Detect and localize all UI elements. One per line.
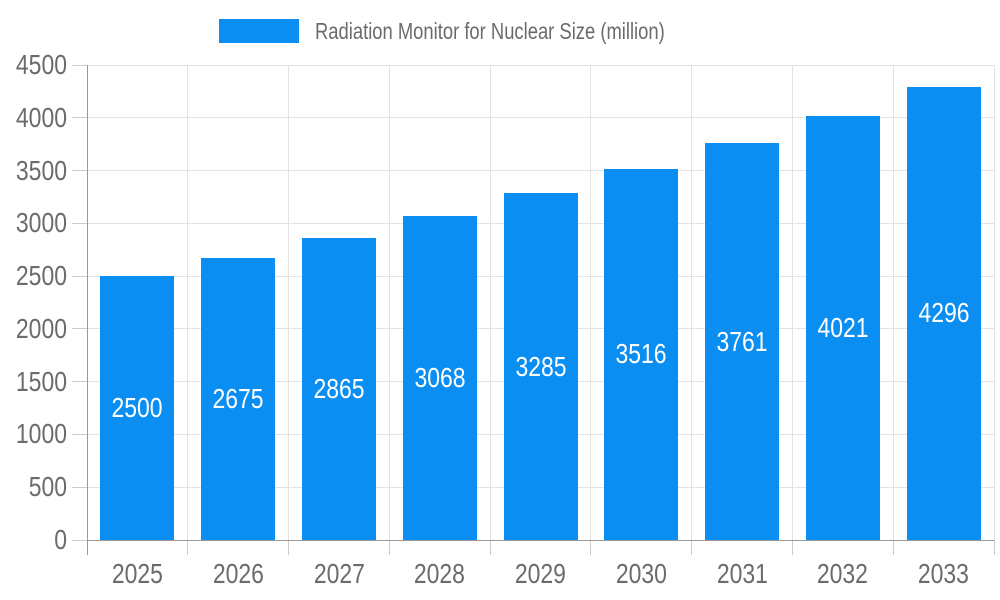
y-axis-label: 1500 [15,365,67,397]
x-axis-tick [489,540,491,555]
y-axis-tick [72,275,87,277]
y-axis-line [86,65,88,555]
bar-value-label: 3285 [514,350,567,382]
x-axis-label: 2029 [514,558,567,589]
chart-legend: Radiation Monitor for Nuclear Size (mill… [219,19,752,43]
x-axis-label: 2033 [918,558,970,589]
x-axis-tick [993,540,995,555]
gridline-vertical [489,65,491,540]
x-axis-baseline [87,539,994,541]
x-axis-tick [187,540,189,555]
y-axis-label: 0 [54,524,67,555]
x-axis-tick [791,540,793,555]
y-axis-label: 1000 [15,418,67,450]
y-axis-label: 3000 [15,207,67,239]
y-axis-label: 4500 [15,49,67,80]
gridline-vertical [288,65,290,540]
y-axis-label: 2000 [15,312,67,344]
gridline-vertical [892,65,894,540]
legend-swatch [219,19,299,43]
bar-value-label: 3068 [414,362,466,394]
gridline-vertical [590,65,592,540]
gridline-vertical [187,65,189,540]
bar [201,257,276,540]
gridline-vertical [993,65,995,540]
bar-value-label: 4021 [817,311,869,343]
y-axis-tick [72,222,87,224]
bar-value-label: 3516 [615,338,667,370]
x-axis-tick [288,540,290,555]
bar-value-label: 4296 [918,297,970,329]
bar [906,86,981,540]
bar [503,193,578,540]
x-axis-tick [590,540,592,555]
y-axis-tick [72,539,87,541]
y-axis-label: 2500 [15,260,67,292]
bar [301,237,376,540]
x-axis-label: 2027 [313,558,365,589]
gridline-vertical [791,65,793,540]
x-axis-tick [388,540,390,555]
y-axis-label: 4000 [15,101,67,133]
y-axis-tick [72,117,87,119]
x-axis-label: 2028 [414,558,466,589]
x-axis-tick [691,540,693,555]
legend-label: Radiation Monitor for Nuclear Size (mill… [315,18,665,44]
y-axis-tick [72,328,87,330]
bar [100,276,175,540]
y-axis-tick [72,381,87,383]
bar-value-label: 2500 [111,392,163,424]
x-axis-tick [892,540,894,555]
bar [805,115,880,540]
x-axis-label: 2030 [615,558,667,589]
gridline-horizontal [87,117,994,119]
bar-value-label: 3761 [716,325,768,357]
gridline-horizontal [87,64,994,66]
x-axis-label: 2025 [111,558,163,589]
bar-value-label: 2675 [212,382,264,414]
bar-value-label: 2865 [313,372,365,404]
bar [402,216,477,540]
y-axis-tick [72,486,87,488]
gridline-vertical [388,65,390,540]
bar [705,143,780,540]
y-axis-label: 3500 [15,154,67,186]
x-axis-label: 2032 [817,558,869,589]
x-axis-label: 2031 [716,558,768,589]
gridline-horizontal [87,170,994,172]
gridline-vertical [691,65,693,540]
y-axis-tick [72,64,87,66]
x-axis-label: 2026 [212,558,264,589]
y-axis-label: 500 [28,471,67,503]
y-axis-tick [72,433,87,435]
y-axis-tick [72,170,87,172]
bar [604,168,679,540]
